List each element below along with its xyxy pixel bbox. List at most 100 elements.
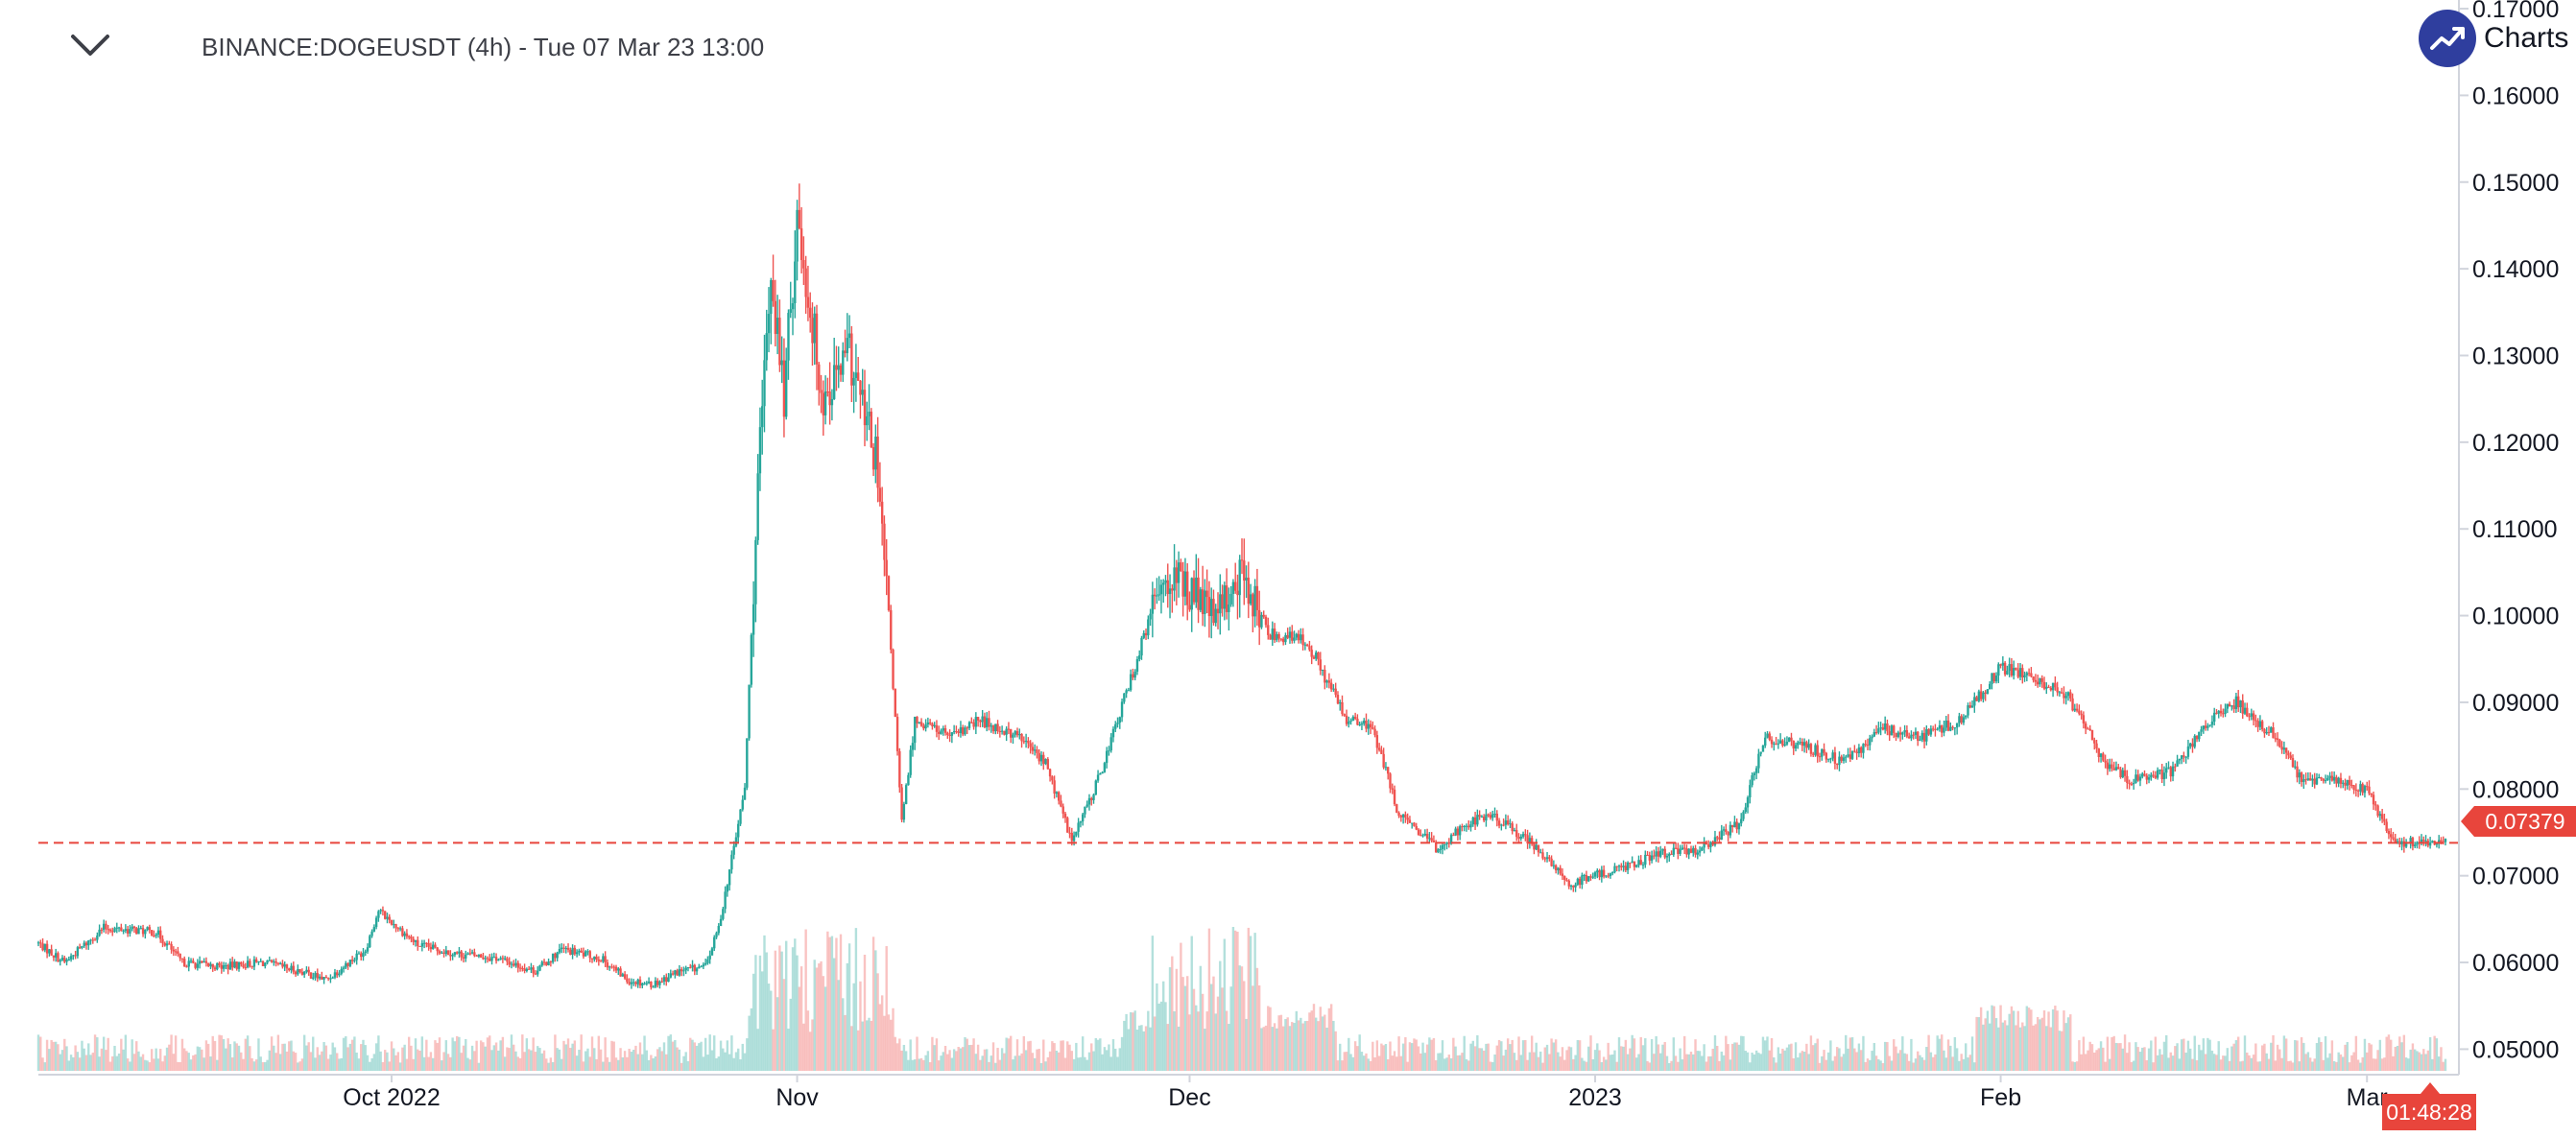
volume-bar-470: [1061, 1040, 1064, 1071]
volume-bar-986: [2186, 1040, 2190, 1071]
volume-bar-307: [706, 1055, 709, 1071]
candle-body-151: [366, 947, 370, 952]
volume-bar-1065: [2359, 1062, 2362, 1071]
candle-body-845: [1879, 727, 1882, 729]
volume-bar-536: [1205, 1011, 1208, 1071]
volume-bar-149: [362, 1039, 365, 1071]
candle-body-348: [796, 209, 799, 262]
candle-body-787: [1753, 772, 1756, 775]
volume-bar-465: [1051, 1041, 1054, 1071]
candle-body-697: [1557, 867, 1560, 871]
candle-body-786: [1751, 774, 1753, 786]
candle-body-733: [1634, 865, 1638, 867]
candle-body-656: [1467, 825, 1470, 828]
volume-bar-742: [1655, 1035, 1658, 1071]
candle-body-58: [163, 943, 166, 946]
brand-logo[interactable]: Charts p: [2419, 8, 2576, 69]
candle-body-703: [1569, 885, 1573, 887]
candle-body-1077: [2385, 821, 2388, 831]
candle-body-930: [2064, 696, 2067, 699]
candle-body-887: [1970, 705, 1974, 708]
candle-body-563: [1264, 616, 1268, 626]
candle-body-1017: [2254, 720, 2257, 722]
volume-bar-55: [156, 1058, 160, 1071]
candle-body-262: [608, 966, 611, 968]
candle-body-951: [2111, 764, 2113, 769]
candle-body-394: [895, 717, 899, 751]
volume-bar-387: [880, 995, 884, 1071]
candle-body-402: [914, 717, 917, 744]
volume-bar-459: [1038, 1049, 1040, 1071]
volume-bar-583: [1308, 1012, 1311, 1071]
candle-body-466: [1053, 780, 1056, 794]
candle-body-370: [844, 350, 847, 354]
y-tick-label: 0.15000: [2472, 170, 2559, 197]
candle-body-1051: [2328, 775, 2331, 778]
volume-bar-18: [76, 1052, 80, 1071]
candle-body-76: [203, 960, 205, 963]
candle-body-176: [420, 942, 424, 947]
volume-bar-466: [1053, 1043, 1056, 1071]
volume-bar-764: [1703, 1044, 1705, 1071]
volume-bar-472: [1066, 1041, 1069, 1071]
volume-bar-345: [789, 998, 792, 1071]
candle-body-360: [822, 392, 825, 415]
candle-body-109: [274, 961, 277, 963]
volume-bar-603: [1351, 1056, 1355, 1071]
volume-bar-187: [444, 1040, 448, 1071]
candle-body-729: [1626, 862, 1630, 870]
candle-body-1075: [2380, 814, 2384, 819]
volume-bar-264: [612, 1041, 615, 1071]
candle-body-374: [852, 377, 855, 386]
price-axis[interactable]: 0.170000.160000.150000.140000.130000.120…: [2459, 0, 2559, 1063]
volume-bar-673: [1504, 1049, 1508, 1071]
volume-bar-34: [111, 1055, 114, 1071]
candle-body-433: [981, 716, 984, 723]
candle-body-1044: [2313, 778, 2316, 785]
volume-bar-305: [702, 1056, 705, 1071]
candle-body-998: [2212, 712, 2216, 723]
volume-bar-177: [422, 1056, 426, 1071]
volume-bar-835: [1857, 1043, 1861, 1071]
volume-bar-377: [859, 981, 862, 1071]
volume-bar-412: [935, 1038, 939, 1071]
volume-bar-549: [1233, 930, 1237, 1071]
candle-body-356: [813, 313, 816, 344]
candle-body-1012: [2243, 707, 2247, 714]
time-axis[interactable]: Oct 2022 Nov Dec 2023 Feb Mar: [343, 1075, 2388, 1111]
candle-body-857: [1905, 729, 1909, 737]
candle-body-548: [1231, 581, 1235, 594]
volume-bar-535: [1204, 1029, 1206, 1071]
volume-bar-747: [1665, 1055, 1669, 1071]
candle-body-814: [1811, 753, 1815, 755]
candle-body-65: [179, 953, 181, 959]
candle-body-863: [1919, 739, 1921, 741]
candle-body-827: [1840, 756, 1843, 761]
candle-body-647: [1447, 842, 1451, 844]
candle-body-977: [2167, 767, 2170, 769]
volume-bar-58: [163, 1055, 166, 1071]
candle-body-203: [479, 954, 483, 958]
candle-body-936: [2078, 710, 2081, 714]
candle-body-559: [1255, 585, 1259, 610]
candle-body-441: [998, 730, 1002, 732]
candle-body-87: [227, 964, 229, 970]
candle-body-621: [1391, 788, 1394, 790]
volume-bar-858: [1907, 1060, 1911, 1071]
candle-body-281: [650, 981, 653, 987]
volume-bar-290: [669, 1034, 673, 1071]
volume-bar-833: [1853, 1048, 1856, 1071]
volume-bar-550: [1236, 931, 1239, 1071]
candle-body-596: [1336, 695, 1340, 704]
volume-bar-555: [1247, 927, 1251, 1071]
volume-bar-887: [1970, 1036, 1974, 1071]
candle-body-1042: [2308, 778, 2312, 781]
candle-body-408: [926, 722, 930, 724]
volume-bar-587: [1317, 1021, 1320, 1071]
x-tick-label: Mar: [2347, 1084, 2388, 1111]
chevron-down-icon[interactable]: [69, 27, 111, 65]
volume-bar-1031: [2284, 1038, 2288, 1071]
candle-body-976: [2165, 768, 2168, 773]
volume-bar-333: [763, 935, 766, 1071]
